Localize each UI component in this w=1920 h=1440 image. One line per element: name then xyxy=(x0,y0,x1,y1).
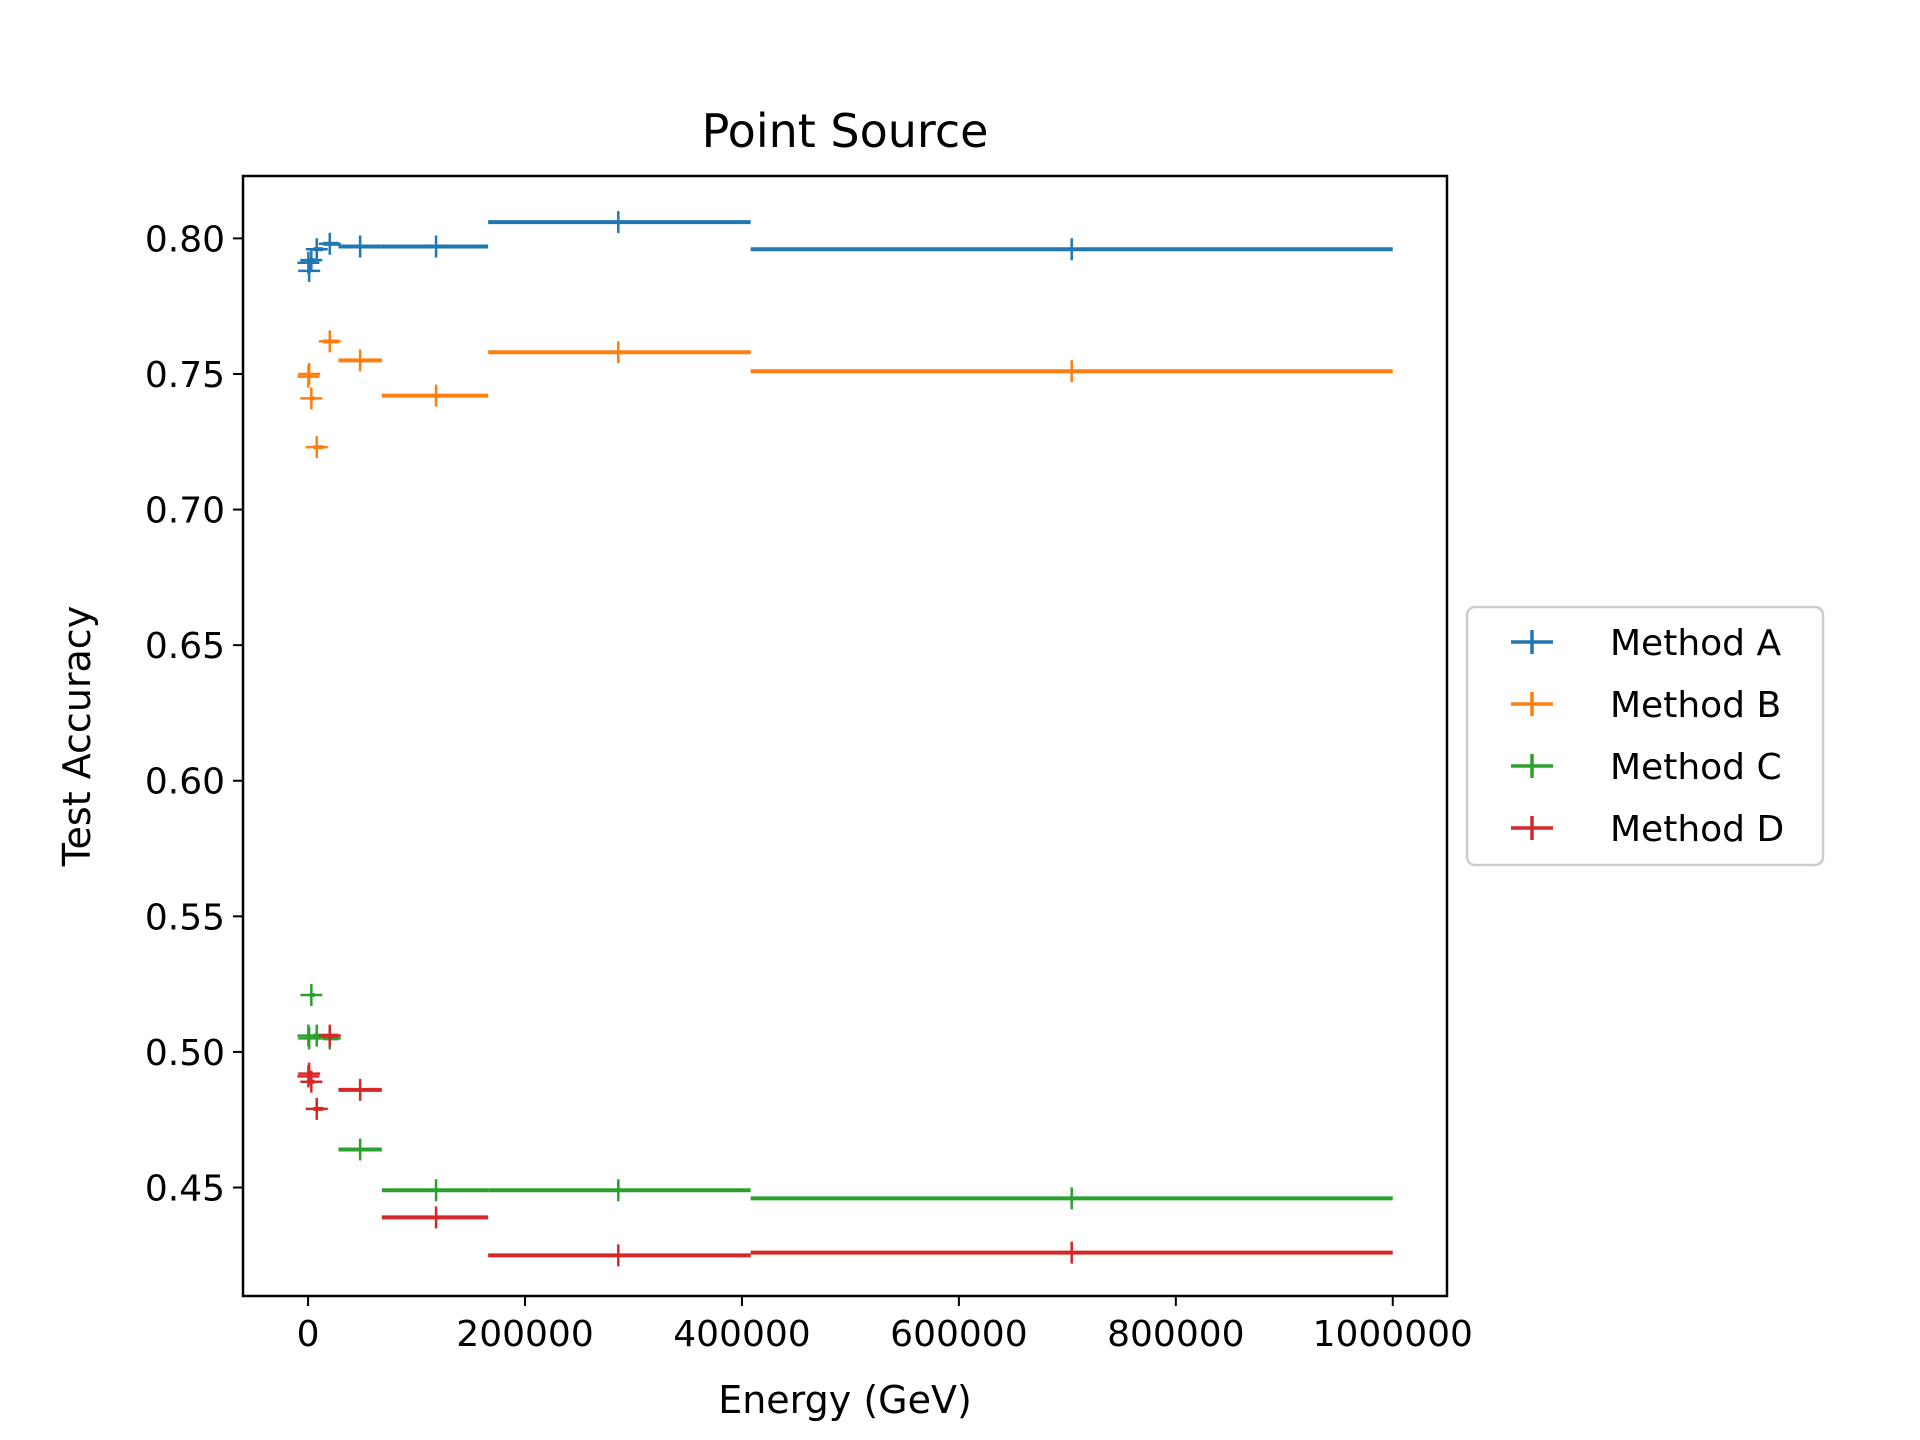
data-point xyxy=(1060,238,1083,261)
y-axis: 0.45 0.50 0.55 0.60 0.65 0.70 0.75 0.80 xyxy=(145,219,243,1210)
data-point xyxy=(607,1244,630,1267)
data-point xyxy=(305,1097,328,1120)
data-point xyxy=(607,211,630,234)
legend-frame xyxy=(1465,605,1825,867)
series-4 xyxy=(297,1024,1393,1267)
y-tick-label: 0.65 xyxy=(145,626,225,667)
x-tick-label: 600000 xyxy=(890,1314,1027,1355)
data-point xyxy=(425,384,448,407)
legend-label: Method B xyxy=(1610,685,1781,726)
data-point xyxy=(425,235,448,258)
legend-marker xyxy=(1511,630,1553,654)
data-point xyxy=(1060,1241,1083,1264)
data-point xyxy=(349,235,372,258)
x-axis: 0 200000 400000 600000 800000 1000000 xyxy=(297,1296,1473,1355)
data-point xyxy=(318,1024,341,1047)
data-point xyxy=(425,1179,448,1202)
data-point xyxy=(298,362,321,385)
legend: Method A Method B Method C Method D xyxy=(1465,605,1825,867)
x-tick-label: 1000000 xyxy=(1313,1314,1473,1355)
plot-area xyxy=(297,211,1393,1267)
legend-marker xyxy=(1511,692,1553,716)
series-1 xyxy=(297,211,1393,282)
data-point xyxy=(1060,1187,1083,1210)
legend-marker xyxy=(1511,816,1553,840)
data-point xyxy=(349,1078,372,1101)
x-tick-label: 0 xyxy=(297,1314,320,1355)
y-tick-label: 0.80 xyxy=(145,219,225,260)
plot-frame xyxy=(241,174,1449,1298)
y-axis-label: Test Accuracy xyxy=(55,606,99,867)
legend-label: Method A xyxy=(1610,623,1781,664)
data-point xyxy=(425,1206,448,1229)
series-2 xyxy=(297,330,1393,459)
data-point xyxy=(1060,360,1083,383)
x-tick-label: 200000 xyxy=(456,1314,593,1355)
data-point xyxy=(300,249,323,272)
data-point xyxy=(305,436,328,459)
y-tick-label: 0.60 xyxy=(145,762,225,803)
data-point xyxy=(607,1179,630,1202)
data-point xyxy=(349,349,372,372)
data-point xyxy=(349,1138,372,1161)
data-point xyxy=(305,238,328,261)
x-axis-label: Energy (GeV) xyxy=(718,1378,972,1422)
data-point xyxy=(318,330,341,353)
data-point xyxy=(300,387,323,410)
y-tick-label: 0.45 xyxy=(145,1169,225,1210)
y-tick-label: 0.50 xyxy=(145,1033,225,1074)
y-tick-label: 0.75 xyxy=(145,355,225,396)
y-tick-label: 0.70 xyxy=(145,491,225,532)
x-tick-label: 800000 xyxy=(1107,1314,1244,1355)
legend-label: Method D xyxy=(1610,809,1784,850)
legend-label: Method C xyxy=(1610,747,1782,788)
data-point xyxy=(298,259,321,282)
x-tick-label: 400000 xyxy=(673,1314,810,1355)
data-point xyxy=(300,983,323,1006)
data-point xyxy=(300,1070,323,1093)
data-point xyxy=(607,341,630,364)
y-tick-label: 0.55 xyxy=(145,897,225,938)
chart-title: Point Source xyxy=(702,104,989,158)
legend-marker xyxy=(1511,754,1553,778)
series-3 xyxy=(297,983,1393,1210)
data-point xyxy=(318,232,341,255)
